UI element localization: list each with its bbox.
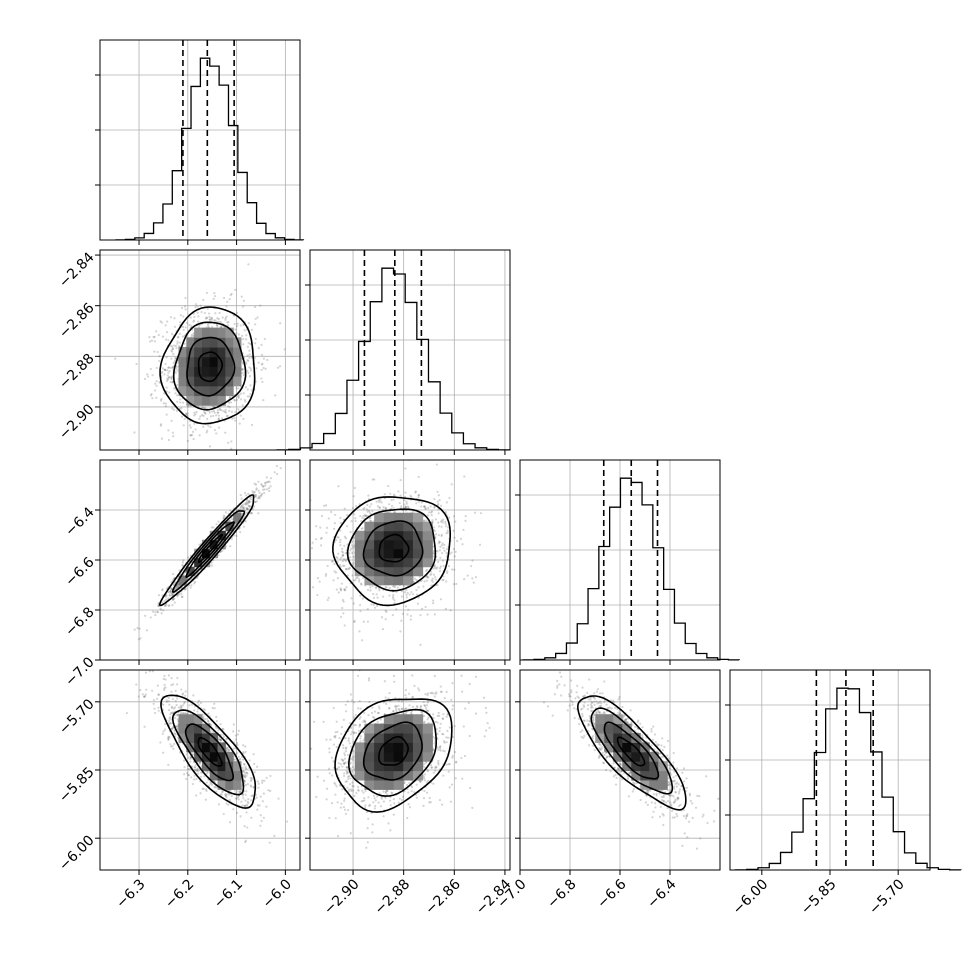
contour-2-1-3 [332,496,451,607]
density-2-0 [133,464,282,641]
panel-3-0: −6.3 −6.2 −6.1 −6.0 −6.00 −5.85 −5.70 [56,669,301,912]
contour-3-1-2 [347,708,437,797]
x-tick-label: −6.4 [644,876,679,911]
contour-2-1-1 [362,520,424,577]
contour-3-0-2 [172,709,245,796]
y-tick-label: −6.00 [56,833,98,875]
contour-3-0-3 [160,694,257,809]
panel-1-1 [276,249,511,455]
contour-1-0-1 [186,336,236,397]
y-tick-label: −2.86 [56,300,98,342]
panel-frame [99,249,301,451]
x-tick-label: −6.8 [544,876,579,911]
gridlines [310,250,510,450]
panel-frame [99,39,301,241]
y-tick-label: −6.6 [62,554,97,589]
panel-2-1 [305,459,511,665]
contour-2-0-3 [158,494,255,607]
x-tick-label: −6.3 [113,876,148,911]
contour-1-0-0 [197,351,223,383]
x-tick-label: −6.1 [211,876,246,911]
x-tick-label: −5.70 [866,876,908,918]
contour-3-2-1 [603,721,660,780]
density-3-2 [542,671,720,850]
contour-1-0-2 [172,321,247,411]
y-tick-label: −2.84 [56,249,98,291]
contour-2-0-1 [185,521,235,579]
gridlines [730,670,930,870]
panel-1-0: −2.90 −2.88 −2.86 −2.84 [56,249,301,455]
x-tick-label: −2.86 [422,876,464,918]
density-3-1 [310,670,491,849]
contour-2-1-0 [378,533,410,563]
contour-2-0-0 [197,533,223,564]
panel-2-0: −7.0 −6.8 −6.6 −6.4 [62,459,301,690]
panel-2-2 [515,459,740,665]
histogram-0 [115,57,305,241]
panel-3-1: −2.90 −2.88 −2.86 −2.84 [305,669,515,918]
histogram-3 [734,687,962,871]
contour-3-2-3 [576,695,687,811]
y-tick-label: −2.90 [56,401,98,443]
x-tick-label: −5.85 [798,876,840,918]
gridlines [100,670,300,870]
x-tick-label: −6.00 [730,876,772,918]
y-tick-label: −7.0 [62,654,97,689]
x-tick-label: −6.6 [594,876,629,911]
panel-3-3: −6.00 −5.85 −5.70 [725,669,962,918]
panel-3-2: −7.0 −6.8 −6.6 −6.4 [494,669,721,912]
contour-2-0-2 [171,510,246,593]
x-tick-label: −6.0 [260,876,295,911]
contour-2-1-2 [346,508,437,592]
contour-1-0-3 [159,306,256,425]
contour-3-1-0 [378,736,409,766]
gridlines [519,670,720,870]
panel-0-0 [95,39,305,245]
y-tick-label: −5.70 [56,696,98,738]
contour-3-0-1 [184,723,235,782]
y-tick-label: −2.88 [56,351,98,393]
contour-3-0-0 [197,736,223,767]
gridlines [100,40,300,240]
contour-3-2-0 [616,736,646,767]
density-3-0 [125,670,289,844]
x-tick-label: −2.90 [321,876,363,918]
panel-frame [309,249,511,451]
density-2-1 [310,460,482,646]
y-tick-label: −5.85 [56,764,98,806]
y-tick-label: −6.4 [62,504,97,539]
x-tick-label: −6.2 [162,876,197,911]
contour-3-1-1 [362,721,423,781]
contour-3-2-2 [590,707,674,795]
histogram-1 [276,267,511,451]
y-tick-label: −6.8 [62,604,97,639]
x-tick-label: −2.88 [372,876,414,918]
density-1-0 [114,263,286,450]
contour-3-1-3 [334,698,453,813]
